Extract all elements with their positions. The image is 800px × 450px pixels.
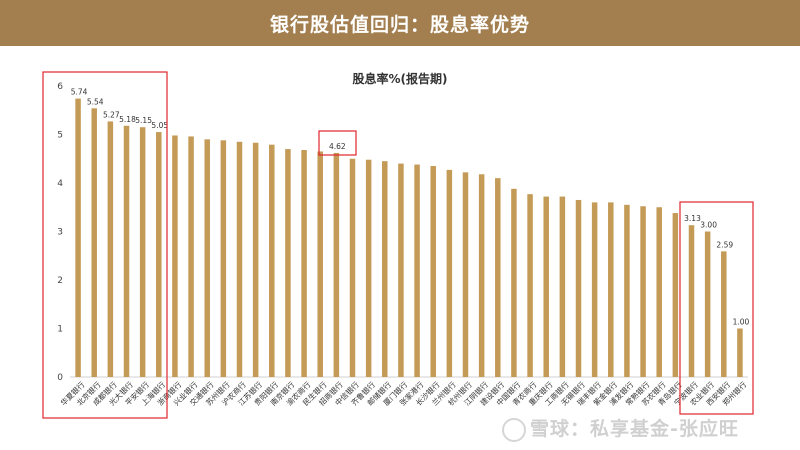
bar [349, 158, 356, 377]
bar [75, 98, 81, 378]
bar [640, 206, 646, 377]
y-tick-label: 4 [57, 179, 63, 189]
bar [462, 172, 469, 377]
y-tick-label: 3 [57, 228, 63, 238]
bar [301, 150, 307, 377]
bar [107, 121, 114, 377]
data-label: 3.00 [700, 221, 717, 230]
highlight-box [318, 130, 357, 156]
watermark-text: 雪球：私享基金-张应旺 [530, 418, 739, 440]
bar [543, 196, 549, 377]
data-label: 2.59 [716, 240, 733, 249]
header-bar: 银行股估值回归：股息率优势 [0, 0, 800, 46]
snowball-logo-icon [502, 417, 526, 442]
data-label: 5.18 [119, 115, 136, 124]
bar [269, 144, 275, 377]
bar [575, 199, 582, 377]
y-tick-label: 0 [57, 373, 63, 383]
bar [172, 135, 178, 377]
bar [478, 174, 485, 377]
data-label: 5.15 [135, 116, 152, 125]
bar [430, 166, 436, 377]
data-label: 1.00 [733, 318, 750, 327]
bar [527, 194, 533, 377]
bar [737, 328, 743, 377]
bar [559, 196, 566, 377]
y-tick-label: 1 [57, 325, 63, 335]
bar [624, 204, 630, 377]
data-label: 3.13 [684, 214, 701, 223]
bar [365, 159, 372, 377]
bar [317, 151, 323, 377]
highlight-box [679, 201, 754, 415]
y-tick-label: 5 [57, 131, 63, 141]
bar [204, 139, 210, 377]
y-tick-label: 6 [57, 82, 63, 92]
bar [688, 225, 695, 377]
data-label: 5.54 [87, 97, 104, 106]
bar [220, 140, 227, 377]
bar [591, 202, 598, 377]
bar [608, 202, 614, 377]
bar [333, 152, 340, 377]
bar [188, 136, 194, 377]
bar [382, 161, 388, 377]
bar [721, 251, 727, 377]
bar [252, 142, 259, 377]
bar [139, 127, 146, 377]
y-tick-label: 2 [57, 276, 63, 286]
bar [672, 213, 679, 377]
bar [656, 207, 662, 377]
bar [123, 125, 130, 378]
watermark: 雪球：私享基金-张应旺 [502, 414, 739, 442]
bar [446, 169, 453, 377]
data-label: 5.74 [71, 88, 88, 97]
chart-title: 股息率%(报告期) [352, 72, 448, 86]
page-title: 银行股估值回归：股息率优势 [269, 13, 530, 36]
bar [704, 231, 711, 377]
bar [398, 163, 404, 377]
bar [511, 188, 517, 377]
data-label: 4.62 [329, 142, 346, 151]
bar [236, 141, 243, 377]
bar [156, 132, 162, 377]
data-label: 5.27 [103, 110, 120, 119]
data-label: 5.05 [151, 121, 168, 130]
highlight-box [42, 71, 168, 419]
bar [91, 108, 97, 377]
bar [414, 164, 420, 377]
bar [495, 178, 501, 377]
bar [285, 149, 291, 377]
